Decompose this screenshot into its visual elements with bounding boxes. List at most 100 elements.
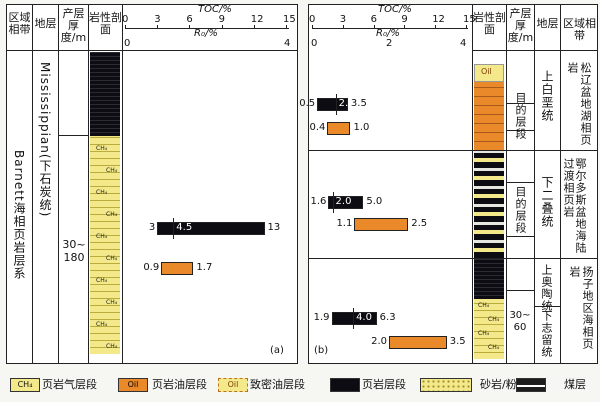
panel-b-thickness-header: 产层厚度/m [507,7,534,44]
panel-a-toc-tickmark [157,25,159,29]
panel-a-ro-label: R₀/% [194,28,218,39]
panel-b-stratum-3b: 下志留统 [540,310,553,358]
panel-b-shale-interval [474,259,504,299]
panel-b-section-line [308,258,598,259]
panel-a-ro-tick-0: 0 [124,38,131,49]
panel-a-toc-tickmark [125,25,126,29]
panel-a-header-line [6,50,298,51]
panel-b-section-2-toc-avg-mark [332,192,334,213]
panel-b-target-2: 目的层段 [514,186,527,234]
panel-b-section-3-toc-min: 1.9 [313,312,330,323]
panel-b-coal-sand-interval [474,151,504,258]
panel-a-toc-tick: 15 [283,14,296,25]
panel-b-thickness-split [506,103,534,104]
legend-swatch: Oil [218,378,248,392]
panel-b-section-2-toc-max: 5.0 [366,196,383,207]
panel-b-section-2-toc-avg: 2.0 [335,196,352,207]
panel-a-ch4-mark: CH₄ [106,211,118,218]
panel-b-region-2: 鄂尔多斯盆地海陆过渡相页岩 [562,158,587,254]
panel-a-toc-axis [125,28,289,29]
panel-a-toc-tickmark [221,25,223,29]
legend-swatch [516,378,546,392]
panel-b-stratum-2: 下二叠统 [540,176,554,228]
panel-b-toc-tickmark [342,25,344,29]
legend-label: 页岩油层段 [152,378,207,391]
panel-b-section-2-toc-min: 1.6 [310,196,327,207]
panel-b-toc-tickmark [312,25,313,29]
panel-b-toc-tick: 15 [463,14,476,25]
panel-b-section-3-ro-min: 2.0 [371,336,387,347]
panel-a-toc-tick: 3 [154,14,161,25]
panel-b-section-1-ro-bar [327,122,351,135]
panel-b-section-3-ro-bar [389,336,447,349]
legend-swatch: Oil [118,378,148,392]
panel-b-ch4-mark: CH₄ [488,344,500,351]
panel-b-thickness-3: 30~60 [509,310,531,333]
panel-a-toc-tickmark [286,25,287,29]
panel-b-section-1-toc-min: 0.5 [299,98,316,109]
panel-b-target-1: 目的层段 [514,92,527,140]
panel-b-section-3-ro-max: 3.5 [449,336,466,347]
panel-a-toc-avg: 4.5 [176,222,193,233]
panel-b-stratum-3a: 上奥陶统 [540,264,553,312]
panel-b-header-line [472,50,598,51]
panel-b-thickness-split [506,182,534,183]
panel-b-divider [506,4,507,364]
panel-a [6,4,298,364]
panel-a-ro-bar [161,262,194,275]
panel-b-section-3-toc-avg: 4.0 [356,312,372,323]
panel-b-shale-oil-interval [474,82,504,150]
panel-a-toc-min: 3 [148,222,156,233]
panel-b-toc-tickmark [466,25,467,29]
panel-b-section-1-ro-max: 1.0 [353,122,370,133]
legend-label: 致密油层段 [250,378,305,391]
panel-a-divider [122,4,123,364]
panel-a-toc-tick: 6 [186,14,193,25]
panel-b-section-1-toc-avg-mark [335,94,337,115]
panel-a-ro-min: 0.9 [143,262,160,273]
panel-b-section-2-ro-max: 2.5 [411,218,428,229]
panel-a-stratum-header: 地层 [34,17,57,30]
panel-b-toc-tick: 0 [309,14,316,25]
panel-b-ro-tick-4: 4 [460,38,467,49]
panel-b-toc-label: TOC/% [378,4,412,15]
panel-b-toc-tickmark [404,25,406,29]
panel-a-ro-tick-4: 4 [284,38,291,49]
legend-label: 煤层 [564,378,586,391]
panel-a-region-header: 区域相带 [8,11,31,36]
panel-b-section-1-ro-min: 0.4 [309,122,326,133]
panel-a-toc-tick: 9 [218,14,225,25]
panel-a-thickness-split [58,135,88,136]
panel-b-toc-tick: 12 [432,14,445,25]
panel-b [308,4,598,364]
panel-b-ro-tick-0: 0 [311,38,318,49]
panel-b-ch4-mark: CH₄ [478,330,490,337]
panel-a-ch4-mark: CH₄ [96,145,108,152]
panel-b-divider [472,4,473,364]
panel-b-thickness-split [506,236,534,237]
panel-a-ro-max: 1.7 [196,262,213,273]
panel-a-ch4-mark: CH₄ [96,277,108,284]
panel-b-stratum-1: 上白垩统 [540,70,554,122]
panel-a-label: (a) [270,345,284,356]
panel-b-ch4-mark: CH₄ [488,316,500,323]
panel-b-divider [560,4,561,364]
panel-a-divider [32,4,33,364]
panel-a-region-text: Barnett海相页岩层系 [12,150,26,280]
panel-a-divider [58,4,59,364]
panel-b-section-line [308,150,598,151]
legend-swatch [330,378,360,392]
panel-a-toc-label: TOC/% [198,4,232,15]
panel-a-divider [88,4,89,364]
panel-a-ch4-mark: CH₄ [96,321,108,328]
legend-swatch [420,378,472,392]
panel-b-tight-oil-interval [474,64,504,82]
panel-b-region-3: 扬子地区海相页岩 [568,266,594,350]
panel-b-section-2-toc-bar [328,196,364,209]
panel-b-region-header: 区域相带 [563,17,596,42]
panel-a-ch4-mark: CH₄ [96,189,108,196]
panel-b-toc-tick: 9 [401,14,408,25]
panel-a-gas-interval [90,136,120,354]
panel-b-divider [534,4,535,364]
legend-swatch: CH₄ [10,378,40,392]
